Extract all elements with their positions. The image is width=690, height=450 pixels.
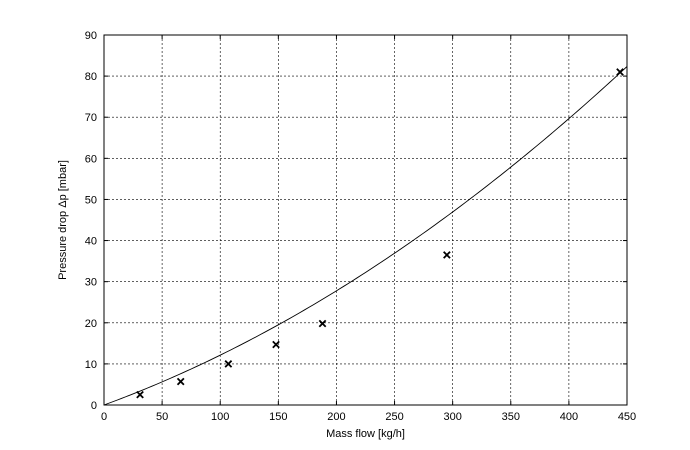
marker-stroke	[176, 377, 185, 386]
y-tick-label: 10	[85, 359, 97, 371]
x-tick-label: 450	[618, 411, 636, 423]
x-axis-label: Mass flow [kg/h]	[326, 428, 405, 440]
marker-stroke	[318, 319, 327, 328]
x-tick-label: 50	[156, 411, 168, 423]
marker-stroke	[136, 390, 144, 399]
fit-curve-layer	[103, 66, 628, 406]
marker-stroke	[443, 251, 451, 259]
data-point-marker	[616, 68, 624, 76]
grid	[104, 35, 627, 405]
y-tick-label: 40	[85, 236, 97, 248]
x-tick-label: 200	[327, 411, 345, 423]
data-point-marker	[318, 319, 327, 328]
data-markers	[136, 68, 624, 399]
data-point-marker	[224, 360, 233, 368]
x-axis-ticks: 0 50 100 150 200 250 300 350 400 450	[101, 35, 636, 423]
y-tick-label: 50	[85, 194, 97, 206]
y-tick-label: 90	[85, 30, 97, 42]
marker-stroke	[272, 340, 280, 349]
data-point-marker	[136, 390, 144, 399]
x-tick-label: 400	[560, 411, 578, 423]
marker-stroke	[616, 68, 624, 76]
x-tick-label: 250	[385, 411, 403, 423]
data-point-marker	[443, 251, 451, 259]
y-tick-label: 70	[85, 112, 97, 124]
data-point-marker	[176, 377, 185, 386]
x-tick-label: 350	[502, 411, 520, 423]
y-tick-label: 20	[85, 318, 97, 330]
marker-stroke	[224, 360, 233, 368]
x-tick-label: 150	[269, 411, 287, 423]
data-point-marker	[272, 340, 280, 349]
x-tick-label: 100	[211, 411, 229, 423]
fit-curve	[103, 66, 628, 406]
plot-frame	[103, 34, 628, 406]
y-tick-label: 80	[85, 71, 97, 83]
y-tick-label: 0	[91, 400, 97, 412]
y-tick-label: 60	[85, 153, 97, 165]
x-tick-label: 300	[443, 411, 461, 423]
y-axis-ticks: 0 10 20 30 40 50 60 70 80 90	[85, 30, 627, 412]
y-axis-label: Pressure drop Δp [mbar]	[57, 160, 69, 280]
y-tick-label: 30	[85, 277, 97, 289]
x-tick-label: 0	[101, 411, 107, 423]
